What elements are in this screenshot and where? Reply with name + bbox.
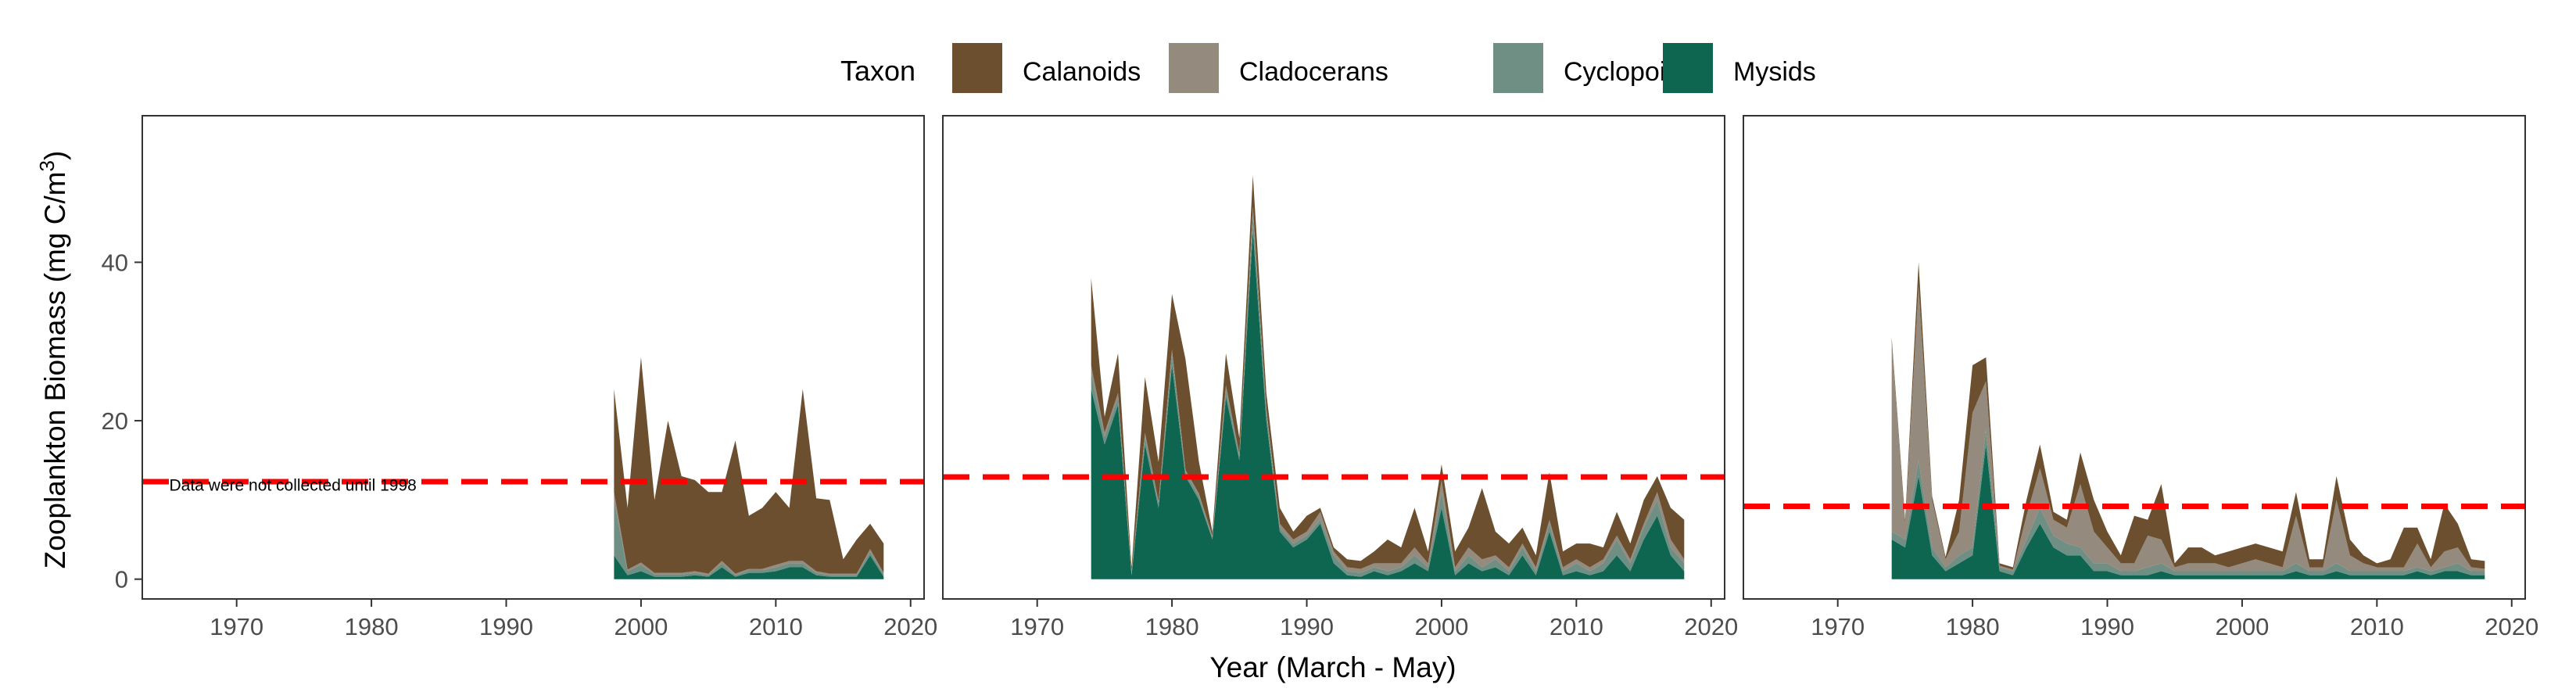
legend-swatch-cyclopoids [1493, 43, 1543, 93]
panel-border-3 [1743, 115, 2526, 600]
area-mysids-panel-1 [614, 555, 884, 579]
x-tick-label-2020-panel-3: 2020 [2485, 613, 2538, 640]
area-calanoids-panel-2 [1091, 175, 1685, 572]
legend-title: Taxon [840, 55, 915, 87]
x-tick-label-1980-panel-1: 1980 [345, 613, 399, 640]
annotation-panel-1: Data were not collected until 1998 [169, 476, 416, 494]
x-tick-label-1990-panel-3: 1990 [2080, 613, 2134, 640]
legend-swatch-mysids [1663, 43, 1713, 93]
y-tick-label-40: 40 [102, 249, 128, 276]
x-tick-label-2020-panel-2: 2020 [1684, 613, 1738, 640]
x-tick-label-1970-panel-3: 1970 [1811, 613, 1865, 640]
x-axis-title: Year (March - May) [1209, 651, 1456, 683]
legend-label-calanoids: Calanoids [1023, 57, 1141, 87]
x-tick-label-1990-panel-2: 1990 [1280, 613, 1334, 640]
area-mysids-panel-2 [1091, 230, 1685, 579]
panel-1: Data were not collected until 1998 1970 19… [142, 115, 937, 640]
x-tick-label-1980-panel-2: 1980 [1145, 613, 1199, 640]
x-tick-label-2010-panel-1: 2010 [749, 613, 803, 640]
legend-label-cladocerans: Cladocerans [1239, 57, 1388, 87]
area-cladocerans-panel-3 [1891, 285, 2485, 572]
x-tick-label-1970-panel-2: 1970 [1010, 613, 1064, 640]
legend-swatch-calanoids [952, 43, 1002, 93]
legend-swatch-cladocerans [1169, 43, 1219, 93]
y-tick-label-20: 20 [102, 407, 128, 435]
panel-border-1 [142, 115, 925, 600]
area-calanoids-panel-3 [1891, 262, 2485, 570]
x-tick-label-2020-panel-1: 2020 [883, 613, 937, 640]
area-calanoids-panel-1 [614, 357, 884, 574]
area-mysids-panel-3 [1891, 444, 2485, 579]
panel-3: 1970 1980 1990 2000 2010 2020 [1743, 115, 2538, 640]
x-tick-label-2000-panel-1: 2000 [614, 613, 668, 640]
y-axis-title: Zooplankton Biomass (mg C/m3) [35, 151, 71, 569]
legend-label-mysids: Mysids [1733, 57, 1816, 87]
y-axis-title-close: ) [39, 151, 71, 160]
y-axis-title-main: Zooplankton Biomass (mg C/m [39, 171, 71, 568]
y-tick-label-0: 0 [115, 566, 128, 593]
area-cyclopoids-panel-1 [614, 500, 884, 577]
x-tick-label-2000-panel-3: 2000 [2215, 613, 2269, 640]
legend: Taxon Calanoids Cladocerans Cyclopoids Mysi… [840, 43, 1816, 93]
x-tick-label-1990-panel-1: 1990 [479, 613, 533, 640]
x-tick-label-1970-panel-1: 1970 [210, 613, 263, 640]
x-tick-label-2010-panel-3: 2010 [2350, 613, 2404, 640]
x-tick-label-2010-panel-2: 2010 [1550, 613, 1603, 640]
panel-2: 1970 1980 1990 2000 2010 2020 [942, 115, 1738, 640]
y-axis-title-superscript: 3 [35, 160, 59, 171]
x-tick-label-2000-panel-2: 2000 [1414, 613, 1468, 640]
panel-border-2 [942, 115, 1725, 600]
x-tick-label-1980-panel-3: 1980 [1946, 613, 2000, 640]
